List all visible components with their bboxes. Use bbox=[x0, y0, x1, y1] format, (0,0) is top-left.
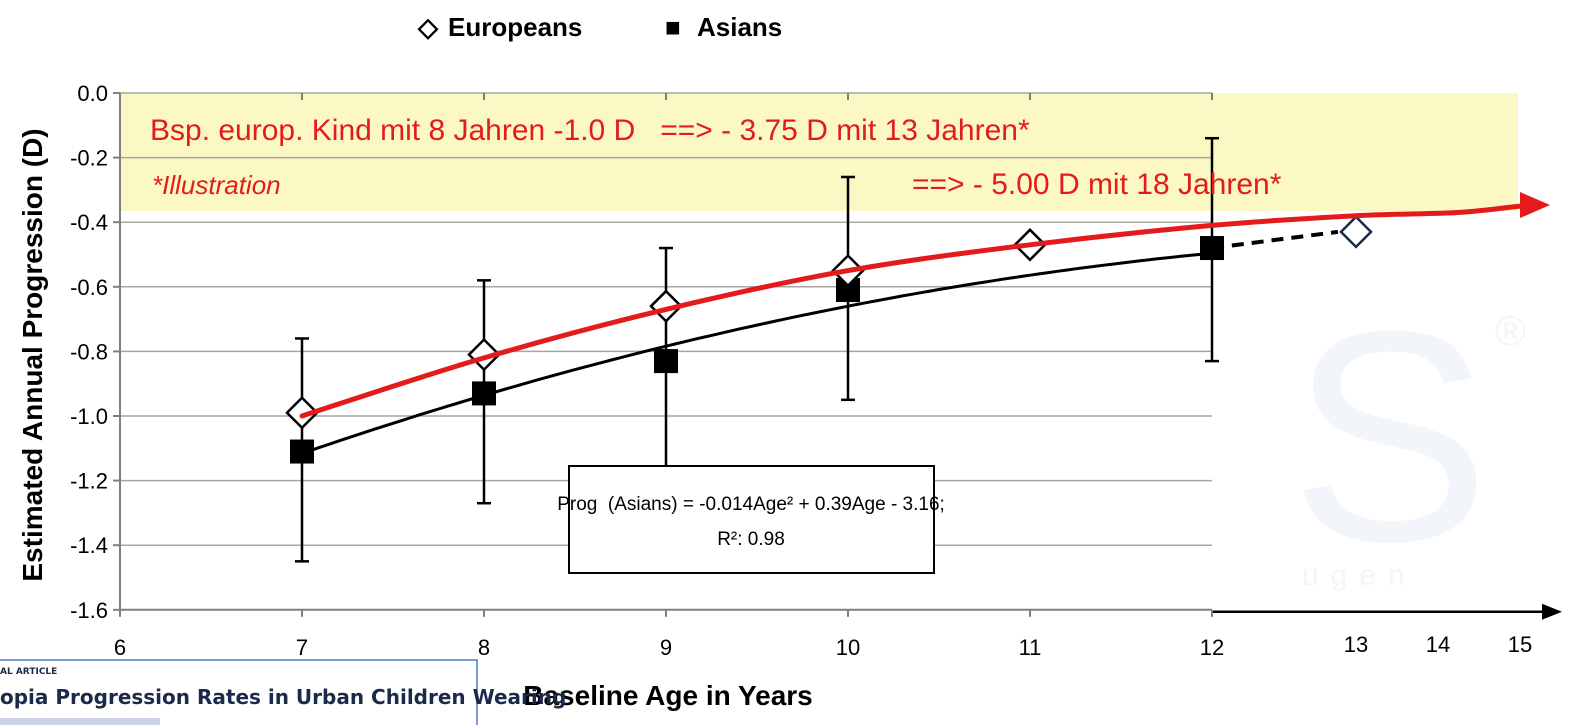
y-tick-label: -0.2 bbox=[70, 146, 108, 171]
legend-symbol-asians: ■ bbox=[665, 12, 681, 42]
paper-snippet: AL ARTICLE opia Progression Rates in Urb… bbox=[0, 659, 566, 725]
x-tick-label: 11 bbox=[1019, 635, 1042, 660]
asians-point bbox=[290, 439, 314, 464]
paper-snippet-border bbox=[0, 659, 478, 725]
y-tick-labels: 0.0 -0.2 -0.4 -0.6 -0.8 -1.0 -1.2 -1.4 -1.6 bbox=[70, 81, 108, 623]
x-axis-extension-arrowhead bbox=[1542, 603, 1562, 620]
y-tick-label: -1.6 bbox=[70, 598, 108, 623]
x-tick-label-extended: 15 bbox=[1508, 632, 1532, 657]
x-axis-title: Baseline Age in Years bbox=[523, 680, 813, 711]
asians-dashed-extension bbox=[1211, 229, 1339, 251]
x-tick-label: 8 bbox=[478, 635, 490, 660]
y-tick-label: -0.6 bbox=[70, 275, 108, 300]
equation-line1: Prog (Asians) = -0.014Age² + 0.39Age - 3… bbox=[557, 494, 945, 515]
europeans-point bbox=[1339, 215, 1373, 249]
x-tick-labels: 6 7 8 9 10 11 12 13 14 15 bbox=[114, 632, 1532, 660]
watermark-registered-mark: ® bbox=[1495, 307, 1526, 354]
x-tick-label: 6 bbox=[114, 635, 126, 660]
y-tick-label: 0.0 bbox=[77, 81, 108, 106]
y-tick-label: -1.0 bbox=[70, 404, 108, 429]
paper-snippet-title: opia Progression Rates in Urban Children… bbox=[0, 685, 566, 709]
red-trend-arrowhead bbox=[1520, 192, 1550, 219]
y-tick-label: -1.4 bbox=[70, 533, 108, 558]
asians-fit-curve bbox=[301, 251, 1213, 455]
legend: ◇ Europeans ■ Asians bbox=[417, 12, 782, 42]
legend-label-europeans: Europeans bbox=[448, 12, 582, 42]
asians-point bbox=[1200, 236, 1224, 261]
y-axis-title: Estimated Annual Progression (D) bbox=[17, 128, 48, 581]
red-trend-line bbox=[299, 203, 1523, 419]
asians-markers bbox=[290, 236, 1224, 464]
annotation-illustration-note: *Illustration bbox=[152, 170, 281, 200]
watermark-subtext: ugen bbox=[1302, 559, 1417, 592]
y-tick-label: -1.2 bbox=[70, 469, 108, 494]
axes bbox=[113, 92, 1562, 620]
x-tick-label: 7 bbox=[296, 635, 308, 660]
europeans-point bbox=[285, 396, 319, 430]
x-tick-label-extended: 14 bbox=[1426, 632, 1450, 657]
legend-symbol-europeans: ◇ bbox=[417, 12, 439, 42]
x-tick-label-extended: 13 bbox=[1344, 632, 1368, 657]
asians-point bbox=[472, 381, 496, 406]
paper-snippet-label: AL ARTICLE bbox=[0, 667, 57, 677]
y-tick-label: -0.4 bbox=[70, 210, 108, 235]
x-tick-label: 9 bbox=[660, 635, 672, 660]
annotation-line1: Bsp. europ. Kind mit 8 Jahren -1.0 D ==>… bbox=[150, 114, 1030, 147]
legend-label-asians: Asians bbox=[697, 12, 782, 42]
equation-box: Prog (Asians) = -0.014Age² + 0.39Age - 3… bbox=[557, 465, 945, 574]
annotation-highlight bbox=[120, 93, 1518, 211]
x-tick-label: 12 bbox=[1200, 635, 1224, 660]
x-tick-label: 10 bbox=[836, 635, 860, 660]
watermark-logo-letter: S bbox=[1290, 268, 1490, 604]
equation-line2: R²: 0.98 bbox=[717, 529, 785, 550]
paper-snippet-clipped-line bbox=[0, 718, 160, 725]
equation-box-border bbox=[568, 465, 935, 574]
asians-point bbox=[654, 349, 678, 374]
annotation-line2: ==> - 5.00 D mit 18 Jahren* bbox=[912, 168, 1282, 201]
y-tick-label: -0.8 bbox=[70, 339, 108, 364]
